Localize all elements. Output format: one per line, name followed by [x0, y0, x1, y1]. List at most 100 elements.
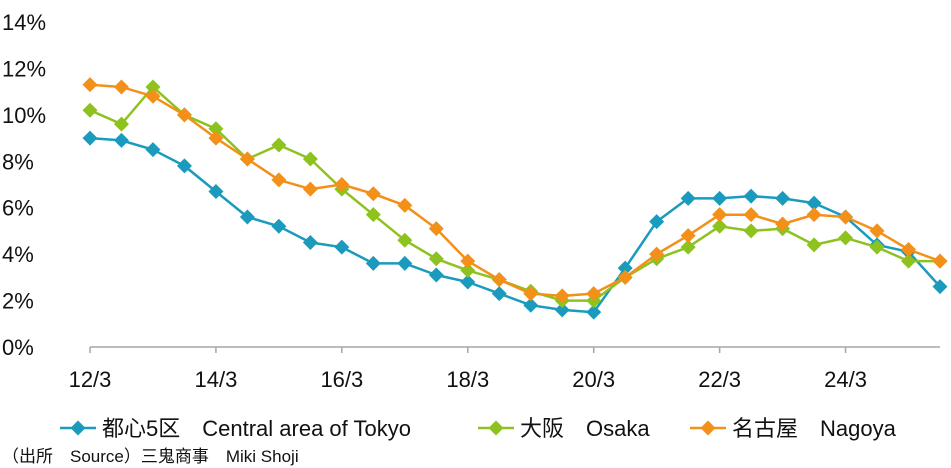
data-point: [806, 237, 822, 253]
data-point: [649, 246, 665, 262]
data-point: [365, 255, 381, 271]
data-point: [680, 228, 696, 244]
y-axis-ticks: 0% 2% 4% 6% 8% 10% 12% 14%: [2, 10, 46, 360]
data-point: [271, 172, 287, 188]
data-point: [271, 218, 287, 234]
data-point: [271, 137, 287, 153]
data-point: [428, 221, 444, 237]
data-point: [901, 242, 917, 257]
data-point: [554, 288, 570, 304]
y-tick-label: 4%: [2, 242, 34, 267]
x-tick-label: 16/3: [320, 367, 363, 392]
legend-label: 大阪 Osaka: [520, 416, 650, 441]
data-point: [743, 223, 759, 239]
data-point: [397, 232, 413, 248]
legend-marker: [488, 420, 504, 436]
series-osaka: [82, 79, 948, 309]
data-point: [932, 253, 948, 269]
data-point: [428, 251, 444, 267]
data-point: [145, 79, 161, 95]
data-point: [523, 286, 539, 302]
legend-marker: [70, 420, 86, 436]
y-tick-label: 8%: [2, 149, 34, 174]
data-point: [743, 188, 759, 204]
y-tick-label: 10%: [2, 103, 46, 128]
data-point: [460, 274, 476, 290]
data-point: [680, 190, 696, 206]
data-point: [901, 253, 917, 269]
data-point: [586, 286, 602, 302]
data-point: [491, 272, 507, 288]
data-point: [617, 260, 633, 276]
series-line: [89, 83, 941, 298]
data-point: [523, 297, 539, 313]
data-point: [869, 223, 885, 239]
x-axis-ticks: 12/3 14/3 16/3 18/3 20/3 22/3 24/3: [69, 347, 867, 392]
data-point: [82, 77, 98, 93]
series-nagoya: [82, 77, 948, 304]
legend-item-nagoya: 名古屋 Nagoya: [690, 416, 897, 441]
legend-item-osaka: 大阪 Osaka: [478, 416, 650, 441]
data-point: [145, 88, 161, 104]
data-point: [239, 151, 255, 167]
x-tick-label: 24/3: [824, 367, 867, 392]
data-point: [712, 218, 728, 234]
data-point: [428, 267, 444, 283]
y-tick-label: 2%: [2, 289, 34, 314]
y-tick-label: 12%: [2, 56, 46, 81]
data-point: [239, 209, 255, 225]
x-tick-label: 22/3: [698, 367, 741, 392]
data-point: [397, 197, 413, 213]
data-point: [302, 181, 318, 197]
data-point: [680, 239, 696, 255]
data-point: [302, 151, 318, 167]
data-point: [208, 130, 224, 146]
data-point: [82, 102, 98, 118]
x-tick-label: 18/3: [446, 367, 489, 392]
data-point: [334, 239, 350, 255]
data-point: [932, 279, 948, 295]
data-point: [775, 216, 791, 232]
data-point: [806, 195, 822, 211]
data-point: [649, 214, 665, 230]
data-point: [586, 304, 602, 320]
legend: 都心5区 Central area of Tokyo 大阪 Osaka 名古屋 Na…: [60, 416, 897, 441]
data-point: [176, 158, 192, 174]
data-point: [302, 235, 318, 251]
data-point: [365, 186, 381, 202]
x-tick-label: 14/3: [195, 367, 238, 392]
data-point: [869, 239, 885, 255]
data-point: [365, 207, 381, 223]
data-point: [113, 79, 129, 95]
data-point: [806, 207, 822, 223]
source-note: （出所 Source）三鬼商事 Miki Shoji: [2, 447, 299, 466]
y-tick-label: 0%: [2, 335, 34, 360]
data-point: [208, 183, 224, 199]
data-point: [460, 262, 476, 278]
series-line: [89, 136, 941, 314]
y-tick-label: 14%: [2, 10, 46, 35]
data-point: [460, 253, 476, 269]
legend-label: 都心5区 Central area of Tokyo: [102, 416, 411, 441]
data-point: [712, 190, 728, 206]
data-point: [113, 116, 129, 132]
series-tokyo: [82, 130, 948, 320]
legend-label: 名古屋 Nagoya: [732, 416, 897, 441]
data-point: [145, 142, 161, 158]
legend-item-tokyo: 都心5区 Central area of Tokyo: [60, 416, 411, 441]
data-point: [775, 190, 791, 206]
data-point: [838, 209, 854, 225]
data-point: [617, 269, 633, 285]
legend-marker: [700, 420, 716, 436]
data-point: [113, 132, 129, 148]
data-point: [491, 286, 507, 302]
data-point: [838, 230, 854, 246]
data-point: [712, 207, 728, 223]
data-point: [176, 107, 192, 123]
data-point: [82, 130, 98, 146]
data-point: [334, 177, 350, 192]
data-point: [397, 255, 413, 271]
data-point: [554, 302, 570, 318]
